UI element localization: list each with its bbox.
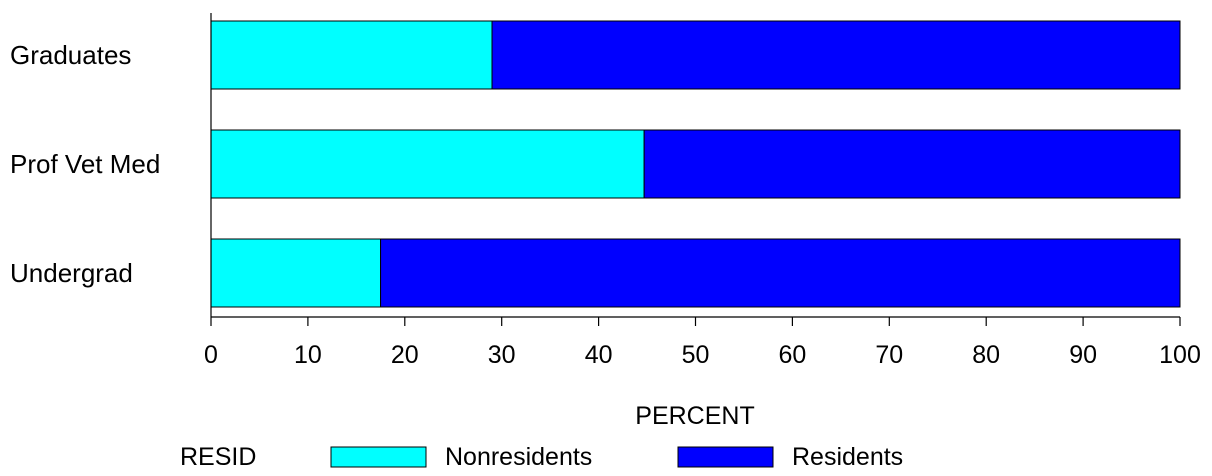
x-tick-label: 20 (391, 341, 419, 369)
legend: RESID Nonresidents Residents (180, 443, 903, 471)
x-tick-label: 80 (972, 341, 1000, 369)
category-label: Prof Vet Med (10, 149, 160, 179)
legend-label-nonresidents: Nonresidents (445, 443, 592, 471)
bar-residents-undergrad (380, 238, 1181, 308)
category-label: Graduates (10, 40, 131, 70)
x-tick-label: 70 (875, 341, 903, 369)
x-tick-label: 0 (204, 341, 218, 369)
legend-title: RESID (180, 443, 256, 471)
x-axis-title: PERCENT (635, 402, 754, 430)
x-tick-label: 90 (1069, 341, 1097, 369)
x-tick-label: 60 (778, 341, 806, 369)
category-labels: Graduates Prof Vet Med Undergrad (10, 40, 160, 288)
x-tick-label: 10 (294, 341, 322, 369)
bar-residents-graduates (491, 20, 1181, 90)
x-tick-label: 100 (1159, 341, 1201, 369)
x-tick-label: 30 (488, 341, 516, 369)
bars-layer (210, 20, 1181, 308)
x-axis: 0 10 20 30 40 50 60 70 80 90 100 (204, 13, 1201, 369)
legend-swatch-residents (677, 446, 774, 468)
bar-nonresidents-undergrad (210, 238, 382, 308)
bar-nonresidents-graduates (210, 20, 493, 90)
bar-residents-prof-vet-med (643, 129, 1181, 199)
category-label: Undergrad (10, 258, 133, 288)
legend-label-residents: Residents (792, 443, 903, 471)
legend-swatch-nonresidents (330, 446, 427, 468)
x-tick-label: 50 (682, 341, 710, 369)
bar-nonresidents-prof-vet-med (210, 129, 645, 199)
x-tick-label: 40 (585, 341, 613, 369)
